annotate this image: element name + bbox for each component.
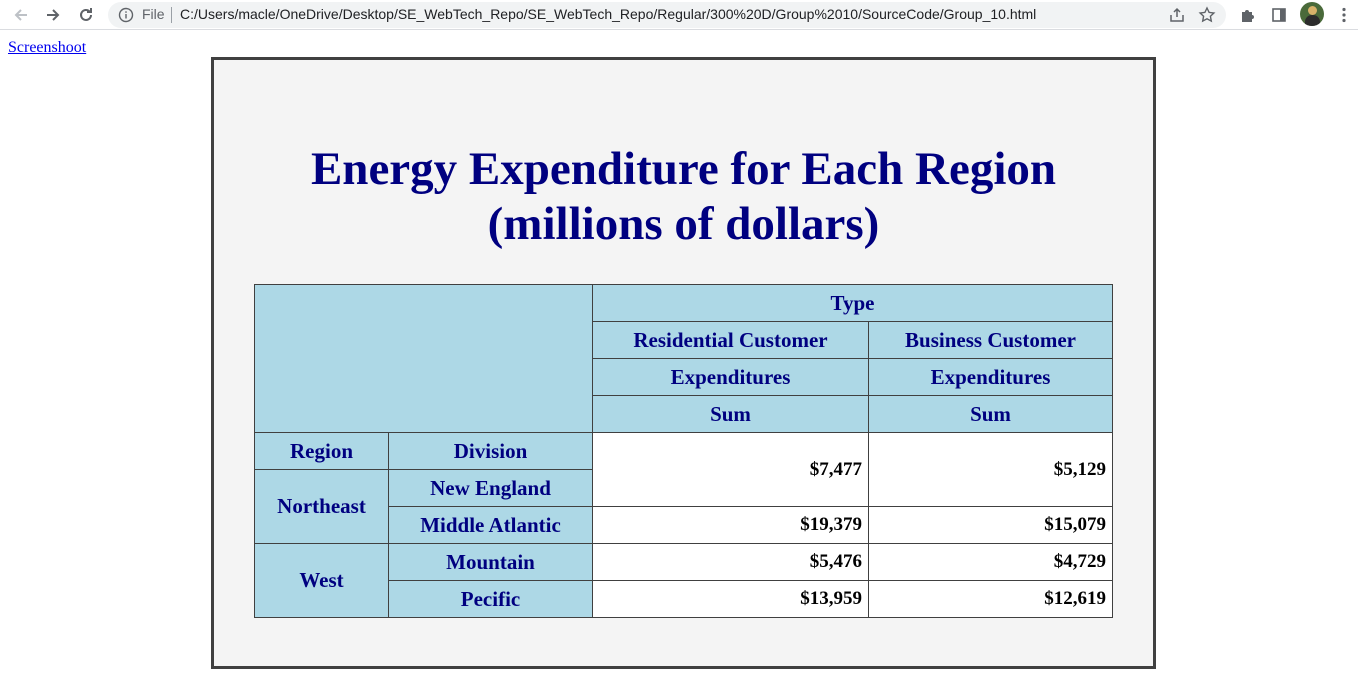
reload-button[interactable] [74,3,98,27]
reload-icon [80,8,92,21]
residential-stat-header: Sum [592,395,869,433]
file-scheme-label: File [142,6,165,22]
forward-button[interactable] [41,3,65,27]
business-measure-header: Expenditures [868,358,1113,396]
url-text[interactable]: C:/Users/macle/OneDrive/Desktop/SE_WebTe… [180,6,1037,22]
table-cell-business: $15,079 [868,506,1113,544]
back-button[interactable] [9,3,33,27]
report-title: Energy Expenditure for Each Region (mill… [214,142,1153,252]
title-line-2: (millions of dollars) [487,198,880,250]
residential-measure-header: Expenditures [592,358,869,396]
table-cell-business: $5,129 [868,432,1113,507]
avatar-head [1308,6,1317,15]
residential-header: Residential Customer [592,321,869,359]
expenditure-table: Type Residential Customer Business Custo… [254,284,1113,618]
table-cell-business: $4,729 [868,543,1113,581]
table-cell-residential: $19,379 [592,506,869,544]
table-cell-business: $12,619 [868,580,1113,618]
type-header: Type [592,284,1113,322]
region-cell: West [254,543,389,618]
division-cell: Middle Atlantic [388,506,593,544]
table-cell-residential: $5,476 [592,543,869,581]
info-icon[interactable] [118,7,134,23]
division-cell: Mountain [388,543,593,581]
share-icon[interactable] [1168,6,1186,24]
extensions-button[interactable] [1236,3,1260,27]
report-container: Energy Expenditure for Each Region (mill… [211,57,1156,669]
kebab-menu-icon [1342,7,1346,23]
separator [171,7,172,23]
division-cell: Pecific [388,580,593,618]
business-stat-header: Sum [868,395,1113,433]
corner-cell [254,284,593,433]
bookmark-star-icon[interactable] [1198,6,1216,24]
forward-arrow-icon [47,9,60,21]
back-arrow-icon [14,9,27,21]
profile-avatar[interactable] [1300,2,1324,26]
menu-button[interactable] [1332,3,1356,27]
division-header: Division [388,432,593,470]
address-bar[interactable]: File C:/Users/macle/OneDrive/Desktop/SE_… [108,2,1226,28]
division-cell: New England [388,469,593,507]
avatar-body [1305,15,1320,26]
region-header: Region [254,432,389,470]
table-cell-residential: $13,959 [592,580,869,618]
puzzle-icon [1242,10,1254,22]
region-cell: Northeast [254,469,389,544]
side-panel-icon [1272,8,1286,22]
business-header: Business Customer [868,321,1113,359]
title-line-1: Energy Expenditure for Each Region [310,143,1057,195]
screenshoot-link[interactable]: Screenshoot [8,39,87,56]
browser-toolbar: File C:/Users/macle/OneDrive/Desktop/SE_… [0,0,1358,30]
side-panel-button[interactable] [1267,3,1291,27]
table-cell-residential: $7,477 [592,432,869,507]
